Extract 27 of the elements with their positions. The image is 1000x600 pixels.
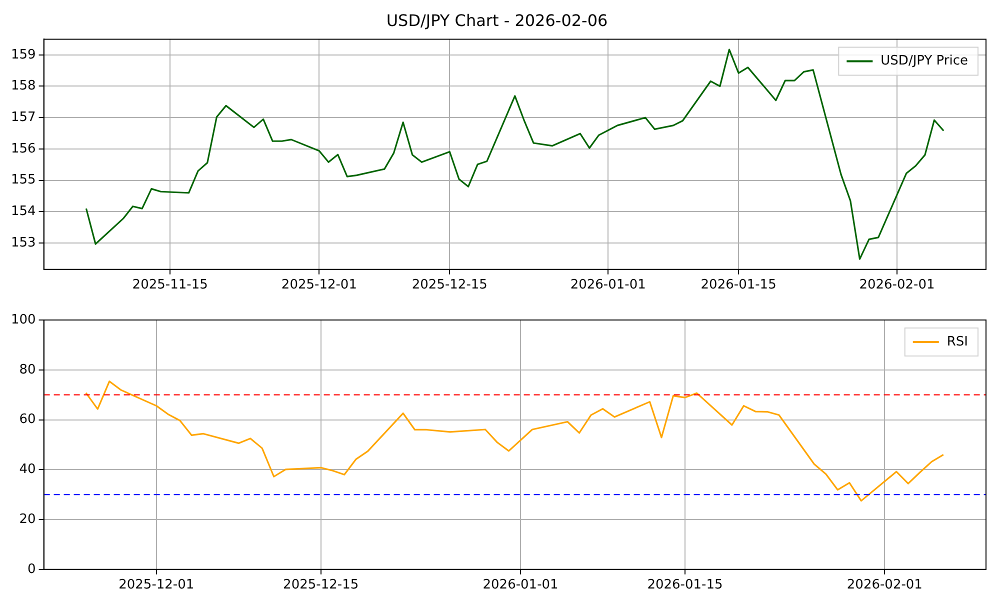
x-tick-label: 2025-11-15 — [132, 278, 208, 293]
chart-title: USD/JPY Chart - 2026-02-06 — [386, 10, 608, 30]
x-tick-label: 2026-01-15 — [700, 278, 776, 293]
x-tick-label: 2026-01-15 — [647, 578, 723, 593]
y-tick-label: 20 — [19, 512, 36, 527]
x-tick-label: 2025-12-15 — [412, 278, 488, 293]
x-tick-label: 2026-01-01 — [570, 278, 646, 293]
y-tick-label: 60 — [19, 412, 36, 428]
x-tick-label: 2025-12-01 — [281, 278, 357, 293]
y-tick-label: 157 — [10, 110, 36, 125]
x-tick-label: 2025-12-15 — [283, 578, 359, 593]
y-tick-label: 158 — [10, 78, 36, 94]
y-tick-label: 155 — [10, 172, 36, 188]
x-tick-label: 2026-02-01 — [846, 578, 922, 593]
legend-label: USD/JPY Price — [880, 54, 968, 69]
y-tick-label: 156 — [10, 141, 36, 156]
x-tick-label: 2026-01-01 — [482, 578, 558, 593]
x-tick-label: 2026-02-01 — [859, 278, 935, 293]
y-tick-label: 0 — [28, 562, 36, 577]
x-tick-label: 2025-12-01 — [118, 578, 194, 593]
y-tick-label: 100 — [10, 312, 36, 328]
y-tick-label: 80 — [19, 362, 36, 378]
legend-label: RSI — [946, 334, 968, 350]
y-tick-label: 159 — [10, 47, 36, 62]
y-tick-label: 153 — [10, 235, 36, 250]
y-tick-label: 40 — [19, 462, 36, 478]
y-tick-label: 154 — [10, 204, 36, 220]
